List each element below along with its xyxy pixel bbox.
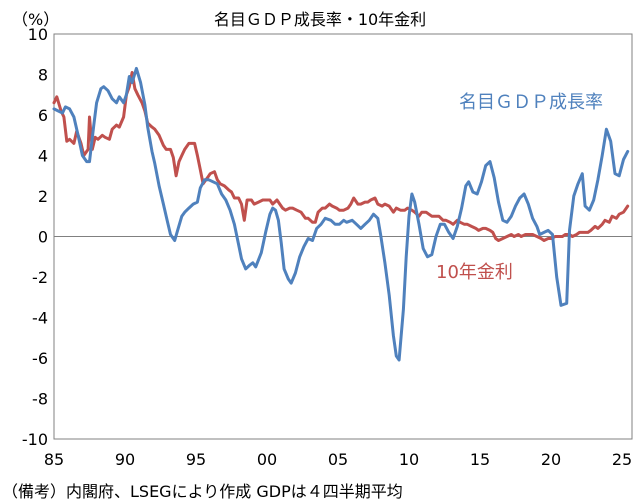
y-tick-label: 2: [38, 187, 48, 206]
x-tick-labels: 85 90 95 00 05 10 15 20 25: [44, 450, 632, 469]
series-lines: [52, 66, 630, 362]
nominal-gdp-series-label: 名目ＧＤＰ成長率: [459, 92, 603, 113]
x-tick-label: 10: [399, 450, 419, 469]
chart-title: 名目ＧＤＰ成長率・10年金利: [213, 10, 427, 29]
x-tick-label: 90: [115, 450, 135, 469]
x-tick-label: 00: [257, 450, 277, 469]
y-tick-label: 4: [38, 147, 48, 166]
y-axis-unit-label: （%）: [12, 10, 60, 29]
x-tick-label: 15: [470, 450, 490, 469]
x-tick-label: 85: [44, 450, 64, 469]
y-tick-label: 10: [28, 25, 48, 44]
nominal-gdp-line: [52, 66, 630, 362]
x-tick-label: 05: [328, 450, 348, 469]
y-tick-label: 0: [38, 228, 48, 247]
ten-year-yield-series-label: 10年金利: [436, 262, 513, 283]
y-tick-label: 6: [38, 106, 48, 125]
y-tick-labels: 10 8 6 4 2 0 -2 -4 -6 -8 -10: [22, 25, 48, 449]
y-tick-label: -8: [32, 390, 48, 409]
y-tick-label: -6: [32, 349, 48, 368]
y-tick-label: -4: [32, 309, 48, 328]
x-tick-label: 20: [541, 450, 561, 469]
y-tick-label: 8: [38, 66, 48, 85]
footnote: （備考）内閣府、LSEGにより作成 GDPは４四半期平均: [2, 482, 403, 501]
x-tick-label: 95: [186, 450, 206, 469]
x-tick-label: 25: [612, 450, 632, 469]
y-tick-label: -10: [22, 430, 48, 449]
ten-year-yield-line: [52, 71, 630, 242]
y-tick-label: -2: [32, 268, 48, 287]
